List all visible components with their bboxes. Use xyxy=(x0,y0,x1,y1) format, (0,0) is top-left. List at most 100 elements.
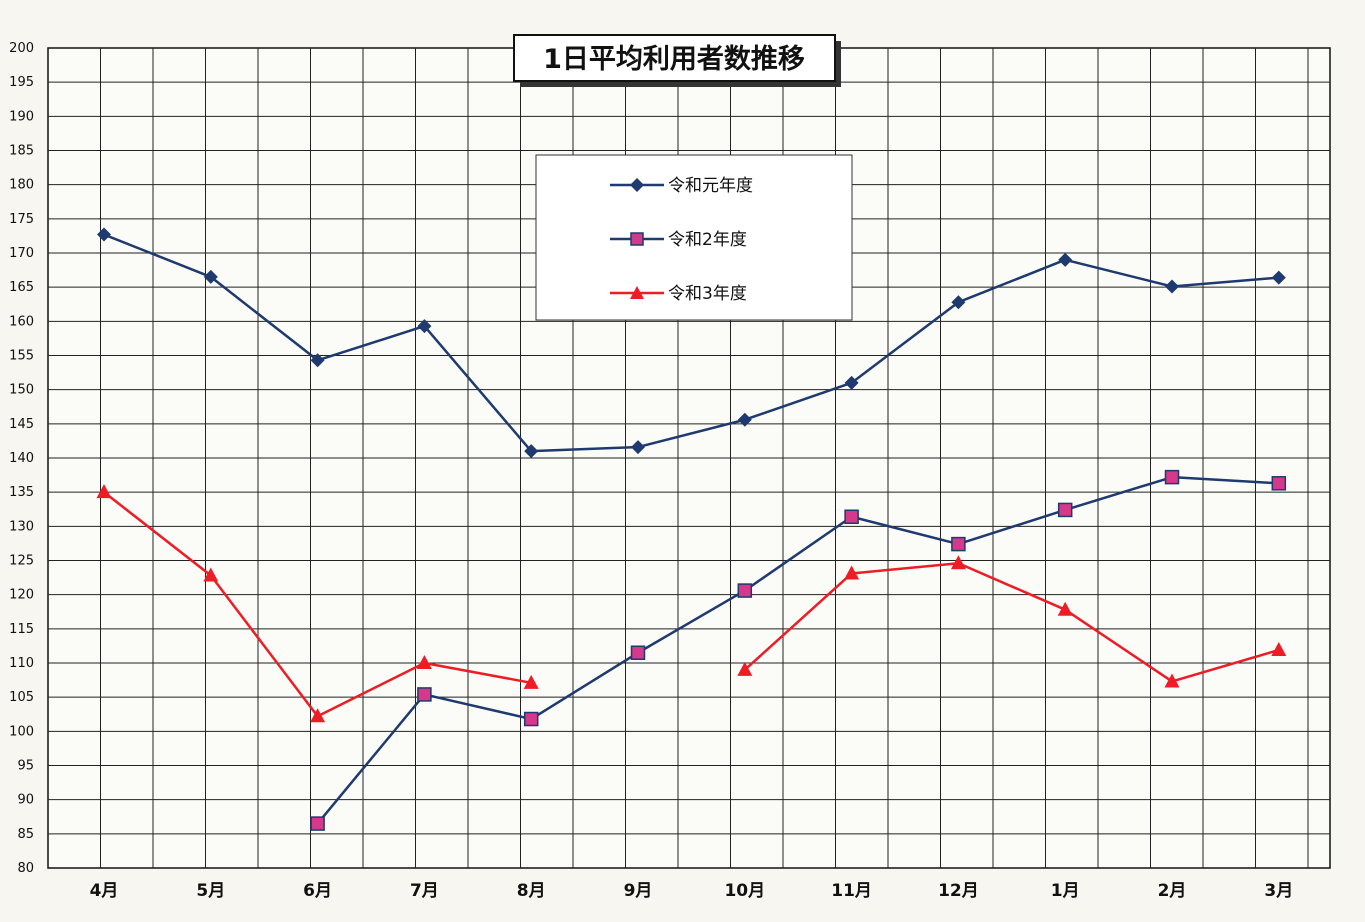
series-1 xyxy=(97,227,1286,459)
legend-marker-triangle xyxy=(630,286,644,299)
series-line-segment xyxy=(530,651,639,721)
data-point-diamond xyxy=(631,440,645,455)
legend-label-series-3: 令和3年度 xyxy=(668,284,747,304)
series-line-segment xyxy=(1171,648,1280,683)
data-point-diamond xyxy=(844,375,859,390)
series-2 xyxy=(310,469,1287,831)
legend-marker-square xyxy=(630,232,644,246)
data-point-diamond xyxy=(203,269,218,284)
series-line-segment xyxy=(423,325,533,452)
y-tick-label: 130 xyxy=(9,519,34,534)
chart-title-box: 1日平均利用者数推移 xyxy=(513,34,841,87)
data-point-diamond xyxy=(951,295,966,310)
series-line-segment xyxy=(957,258,1066,304)
data-point-triangle xyxy=(96,484,112,499)
x-tick-label: 12月 xyxy=(938,881,979,901)
data-point-triangle xyxy=(310,708,326,723)
series-line-segment xyxy=(1064,608,1173,683)
data-point-triangle xyxy=(950,555,966,570)
data-point-diamond xyxy=(417,319,432,334)
data-point-diamond xyxy=(1271,270,1286,285)
data-point-triangle xyxy=(416,655,432,669)
series-line-segment xyxy=(851,561,959,575)
y-tick-label: 85 xyxy=(17,827,34,842)
x-tick-label: 9月 xyxy=(624,881,653,901)
data-point-square xyxy=(1271,476,1287,491)
series-line-segment xyxy=(1171,276,1279,288)
series-line-segment xyxy=(209,574,319,718)
data-point-square xyxy=(1057,502,1073,518)
y-tick-label: 165 xyxy=(9,280,34,295)
legend: 令和元年度 令和2年度 令和3年度 xyxy=(535,154,853,321)
series-line-segment xyxy=(850,301,960,384)
y-axis-tick-labels: 80 85 90 95 100 105 110 115 120 125 130 135 140 145 15… xyxy=(9,41,34,876)
y-tick-label: 90 xyxy=(17,793,34,808)
y-tick-label: 155 xyxy=(9,349,34,364)
x-tick-label: 6月 xyxy=(303,881,332,901)
series-line-segment xyxy=(103,233,212,279)
series-line-segment xyxy=(424,661,532,685)
data-point-triangle xyxy=(203,567,219,582)
chart-title: 1日平均利用者数推移 xyxy=(543,44,805,75)
legend-marker-diamond xyxy=(630,178,644,192)
x-tick-label: 3月 xyxy=(1264,881,1293,901)
x-tick-label: 8月 xyxy=(517,881,546,901)
legend-item-series-2: 令和2年度 xyxy=(610,230,747,250)
series-line-segment xyxy=(743,572,853,671)
x-tick-label: 11月 xyxy=(831,881,872,901)
y-tick-label: 160 xyxy=(9,314,34,329)
x-axis-tick-labels: 4月 5月 6月 7月 8月 9月 10月 11月 12月 1月 2月 3月 xyxy=(90,881,1294,901)
legend-item-series-3: 令和3年度 xyxy=(610,284,747,304)
data-point-triangle xyxy=(737,661,753,676)
legend-item-series-1: 令和元年度 xyxy=(610,176,753,196)
y-tick-label: 170 xyxy=(9,246,34,261)
data-point-square xyxy=(417,687,432,702)
y-tick-label: 115 xyxy=(9,622,34,637)
y-tick-label: 195 xyxy=(9,75,34,90)
y-tick-label: 110 xyxy=(9,656,34,671)
y-tick-label: 145 xyxy=(9,417,34,432)
series-line-segment xyxy=(1064,258,1173,288)
legend-label-series-2: 令和2年度 xyxy=(668,230,747,250)
series-line-segment xyxy=(744,381,853,421)
series-line-segment xyxy=(744,515,853,592)
series-3 xyxy=(96,484,1287,723)
x-tick-label: 2月 xyxy=(1158,881,1187,901)
series-line-segment xyxy=(317,661,425,718)
data-point-square xyxy=(630,645,646,660)
legend-label-series-1: 令和元年度 xyxy=(668,176,753,196)
data-point-square xyxy=(523,711,539,727)
data-point-diamond xyxy=(737,412,752,427)
x-tick-label: 1月 xyxy=(1051,881,1080,901)
series-line-segment xyxy=(958,508,1066,546)
series-line-segment xyxy=(637,418,746,449)
y-tick-label: 180 xyxy=(9,178,34,193)
data-point-diamond xyxy=(97,227,111,242)
series-line-segment xyxy=(317,324,425,362)
x-tick-label: 4月 xyxy=(90,881,119,901)
series-line-segment xyxy=(851,515,959,546)
y-tick-label: 140 xyxy=(9,451,34,466)
series-line-segment xyxy=(531,445,639,453)
data-point-diamond xyxy=(1165,279,1179,294)
y-tick-label: 175 xyxy=(9,212,34,227)
data-point-triangle xyxy=(523,674,539,689)
y-tick-label: 200 xyxy=(9,41,34,56)
y-tick-label: 125 xyxy=(9,554,34,569)
y-tick-label: 185 xyxy=(9,144,34,159)
y-tick-label: 100 xyxy=(9,724,34,739)
series-line-segment xyxy=(957,562,1066,611)
series-line-segment xyxy=(1064,475,1173,512)
y-tick-label: 135 xyxy=(9,485,34,500)
data-point-square xyxy=(310,816,325,831)
x-tick-label: 10月 xyxy=(724,881,765,901)
data-point-square xyxy=(737,583,753,598)
y-tick-label: 120 xyxy=(9,588,34,603)
data-point-diamond xyxy=(310,353,325,368)
y-tick-label: 95 xyxy=(17,759,34,774)
data-point-square xyxy=(951,536,966,552)
x-tick-label: 7月 xyxy=(410,881,439,901)
data-point-diamond xyxy=(1058,252,1073,267)
x-tick-label: 5月 xyxy=(196,881,225,901)
